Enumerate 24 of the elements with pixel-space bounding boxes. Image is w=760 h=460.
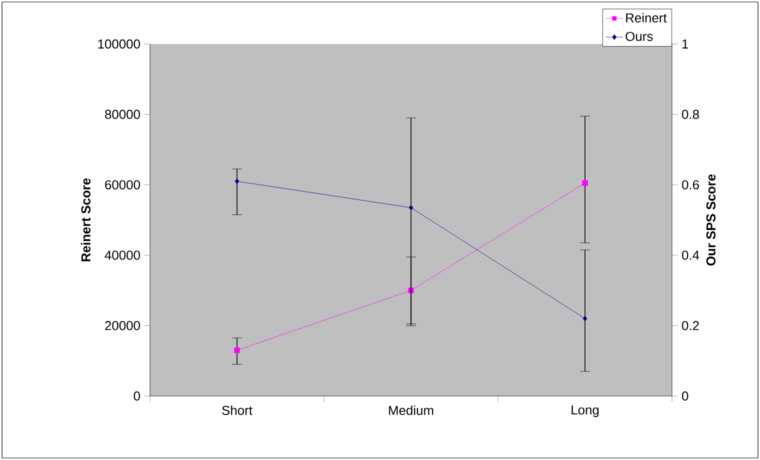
x-tick-label: Medium: [389, 405, 434, 416]
legend-label: Reinert: [626, 12, 667, 22]
x-tick-label: Short: [222, 405, 252, 416]
point: [234, 347, 240, 354]
y2-axis-title: Our SPS Score: [706, 174, 716, 266]
y-tick-label: 100000: [98, 39, 140, 49]
x-tick-label: Long: [572, 406, 599, 418]
y-axis-title: Reinert Score: [80, 178, 90, 262]
y2-tick-label: 0: [682, 391, 688, 401]
y-tick-label: 20000: [105, 321, 140, 330]
y2-tick-label: 0.6: [682, 180, 699, 190]
point: [408, 204, 414, 210]
point: [234, 178, 240, 184]
y2-tick-label: 0.8: [682, 110, 699, 119]
y-tick-label: 40000: [104, 250, 140, 260]
point: [582, 316, 588, 322]
legend-label: Ours: [626, 32, 653, 41]
y2-tick-label: 1: [682, 40, 688, 48]
y2-tick-label: 0.2: [682, 321, 699, 330]
y-tick-label: 60000: [105, 180, 140, 190]
y2-tick-label: 0.4: [682, 250, 700, 260]
y-tick-label: 0: [134, 391, 140, 401]
point: [582, 180, 588, 186]
y-tick-label: 80000: [105, 110, 140, 119]
